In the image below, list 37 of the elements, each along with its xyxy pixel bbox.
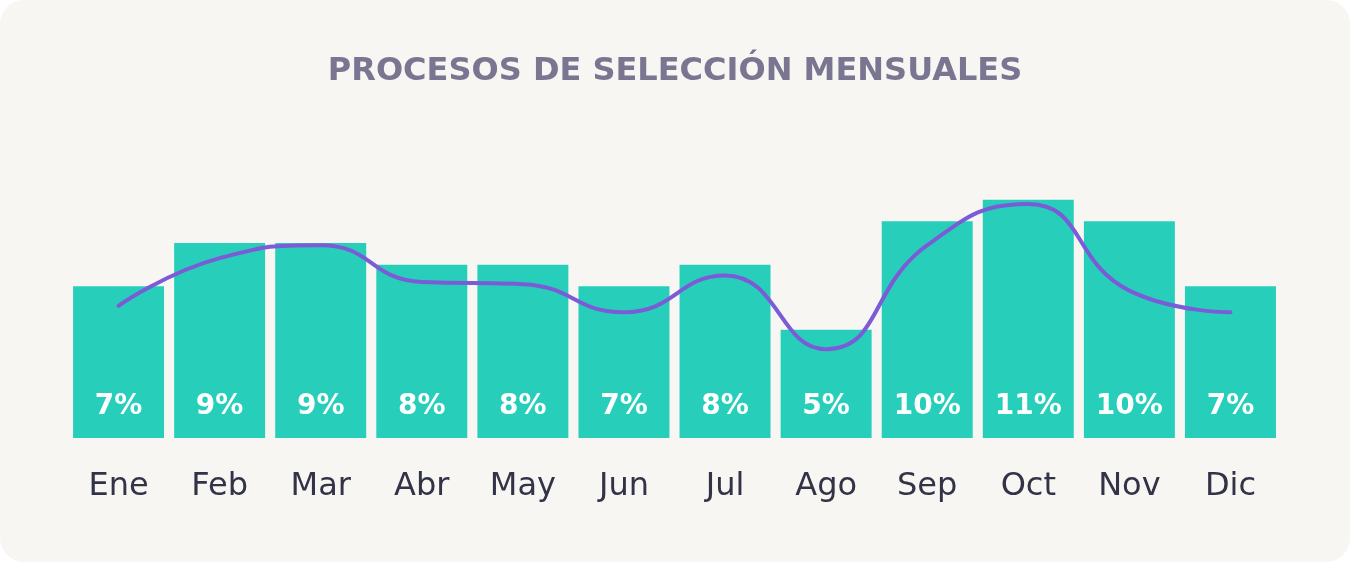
x-tick-label: Dic <box>1204 465 1257 503</box>
data-label: 5% <box>802 387 850 421</box>
x-tick-label: Jul <box>703 465 745 503</box>
x-tick-label: Sep <box>897 465 958 503</box>
data-label: 7% <box>600 387 648 421</box>
data-label: 9% <box>195 387 244 421</box>
bar <box>73 286 165 438</box>
data-label: 11% <box>994 387 1062 421</box>
bar <box>174 243 266 438</box>
bar <box>578 286 670 438</box>
x-tick-label: Abr <box>394 465 451 503</box>
bar <box>1083 221 1175 438</box>
x-tick-label: Nov <box>1098 465 1161 503</box>
bar <box>376 264 468 438</box>
bar <box>780 329 872 438</box>
x-tick-label: Jun <box>596 465 649 503</box>
bar <box>982 199 1074 438</box>
bar <box>1184 286 1276 438</box>
data-label: 10% <box>1095 387 1163 421</box>
data-label: 8% <box>499 387 547 421</box>
x-tick-label: Ene <box>88 465 149 503</box>
data-label: 8% <box>701 387 749 421</box>
x-tick-label: May <box>489 465 556 503</box>
data-label: 9% <box>296 387 345 421</box>
bar <box>275 243 367 438</box>
bar <box>679 264 771 438</box>
bar <box>477 264 569 438</box>
data-label: 7% <box>1206 387 1255 421</box>
x-tick-label: Mar <box>290 465 352 503</box>
bar <box>881 221 973 438</box>
chart-title: PROCESOS DE SELECCIÓN MENSUALES <box>327 49 1023 88</box>
data-label: 7% <box>94 387 143 421</box>
data-label: 10% <box>893 387 961 421</box>
x-tick-label: Feb <box>191 465 248 503</box>
x-tick-label: Oct <box>1000 465 1056 503</box>
x-tick-label: Ago <box>795 465 858 503</box>
data-label: 8% <box>398 387 446 421</box>
